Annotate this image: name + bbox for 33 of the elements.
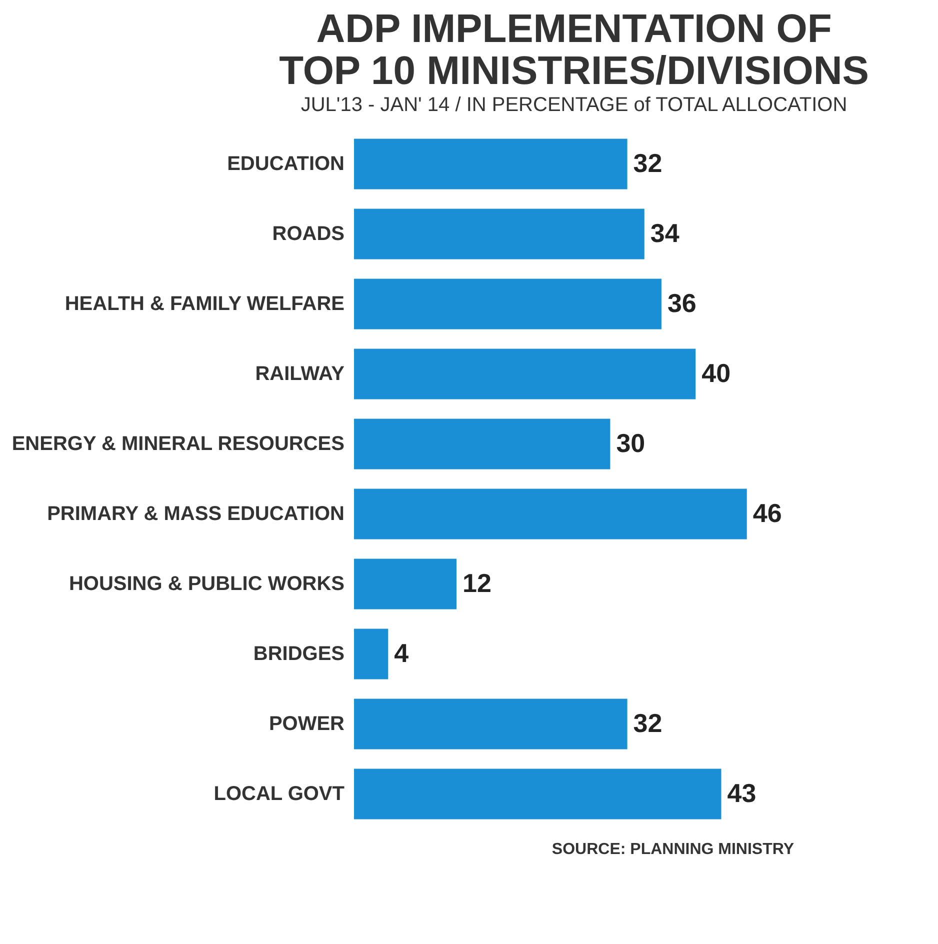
- data-label: 36: [667, 288, 696, 318]
- data-label: 32: [633, 708, 662, 738]
- y-tick-label: HOUSING & PUBLIC WORKS: [68, 573, 344, 595]
- data-label: 4: [394, 638, 410, 668]
- y-tick-label: ENERGY & MINERAL RESOURCES: [12, 433, 344, 455]
- y-tick-label: ROADS: [272, 223, 344, 245]
- data-label: 30: [616, 428, 646, 458]
- y-tick-label: RAILWAY: [255, 363, 346, 385]
- bar: [354, 208, 644, 260]
- y-tick-label: BRIDGES: [253, 643, 344, 665]
- y-tick-label: POWER: [268, 713, 346, 735]
- bar: [354, 768, 722, 820]
- data-label: 40: [702, 358, 731, 388]
- bar: [354, 628, 388, 680]
- y-tick-label: HEALTH & FAMILY WELFARE: [64, 293, 344, 315]
- data-label: 43: [727, 778, 756, 808]
- chart-subtitle: JUL'13 - JAN' 14 / IN PERCENTAGE of TOTAL ALLOCATION: [300, 94, 848, 116]
- y-tick-label: EDUCATION: [227, 153, 344, 175]
- bar: [354, 278, 662, 330]
- bar: [354, 698, 628, 750]
- data-label: 34: [650, 218, 680, 248]
- bar: [354, 418, 610, 470]
- data-label: 12: [462, 568, 492, 598]
- bar: [354, 558, 456, 610]
- y-tick-label: LOCAL GOVT: [214, 783, 344, 805]
- bar: [354, 488, 747, 540]
- source-note: SOURCE: PLANNING MINISTRY: [552, 841, 794, 858]
- y-tick-label: PRIMARY & MASS EDUCATION: [47, 503, 344, 525]
- bar: [354, 348, 696, 400]
- bar: [354, 138, 628, 190]
- data-label: 32: [633, 148, 662, 178]
- chart-title: ADP IMPLEMENTATION OF TOP 10 MINISTRIES/DIVISIONS: [279, 7, 869, 93]
- data-label: 46: [752, 498, 782, 528]
